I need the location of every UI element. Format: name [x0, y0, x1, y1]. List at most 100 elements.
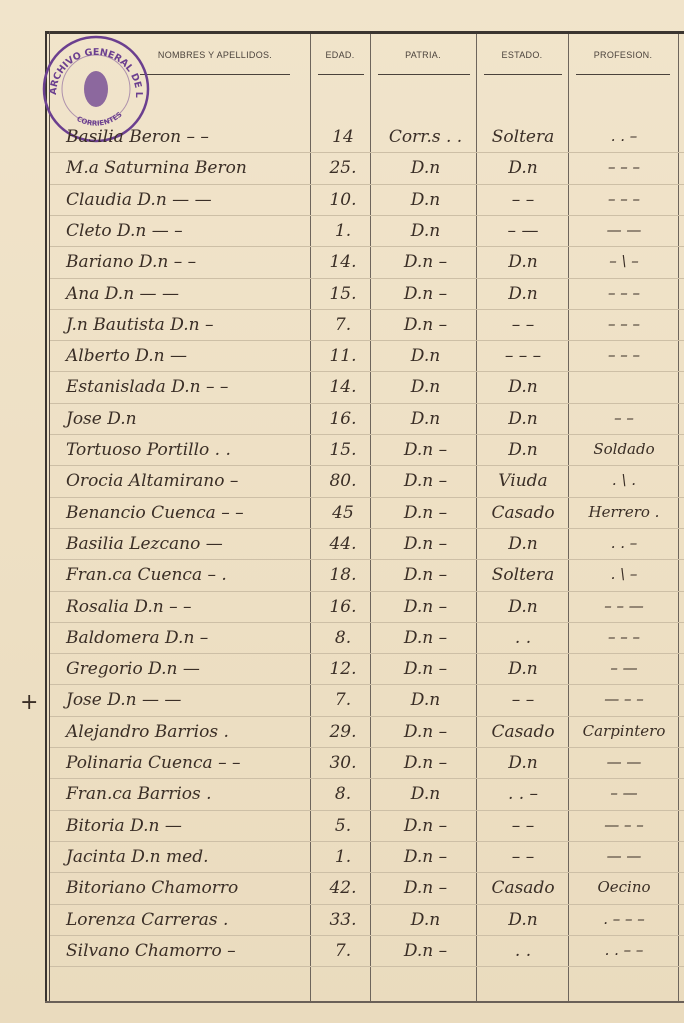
table-row: M.a Saturnina Beron 25. D.n D.n – – –	[0, 154, 684, 184]
row-rule	[50, 934, 684, 936]
table-row: Cleto D.n — – 1. D.n – — — —	[0, 217, 684, 247]
table-row: Gregorio D.n — 12. D.n – D.n – —	[0, 655, 684, 685]
estado-cell: D.n	[508, 659, 538, 680]
name-cell: Alejandro Barrios .	[66, 721, 229, 742]
age-cell: 15.	[329, 440, 357, 460]
name-cell: Basilia Lezcano —	[66, 533, 223, 554]
estado-cell: Soltera	[491, 565, 555, 586]
age-cell: 7.	[334, 690, 352, 711]
profesion-cell: — —	[606, 846, 642, 865]
profesion-cell: – – –	[607, 627, 641, 646]
archive-stamp: ARCHIVO GENERAL DE LA PROVINCIA CORRIENT…	[40, 33, 150, 143]
age-cell: 14.	[329, 252, 357, 273]
age-cell: 30.	[329, 753, 357, 773]
name-cell: Tortuoso Portillo . .	[66, 440, 231, 460]
estado-cell: D.n	[508, 533, 538, 554]
row-rule	[50, 340, 684, 342]
name-cell: M.a Saturnina Beron	[66, 158, 247, 179]
row-rule	[50, 246, 684, 248]
patria-cell: D.n –	[403, 440, 448, 460]
estado-cell: – –	[511, 690, 535, 711]
patria-cell: D.n	[410, 690, 441, 711]
age-cell: 44.	[329, 533, 357, 554]
profesion-cell: – –	[614, 408, 634, 427]
row-rule	[50, 371, 684, 373]
profesion-cell: – —	[610, 784, 638, 803]
table-row: Baldomera D.n – 8. D.n – . . – – –	[0, 624, 684, 654]
top-border	[47, 31, 684, 34]
header-estado: ESTADO.	[501, 50, 543, 60]
profesion-cell: – – –	[607, 283, 641, 302]
patria-cell: D.n –	[403, 533, 448, 554]
column-divider	[310, 34, 311, 1001]
estado-cell: . .	[514, 940, 532, 961]
patria-cell: D.n –	[403, 596, 448, 617]
patria-cell: D.n	[410, 408, 441, 429]
estado-cell: – –	[511, 189, 535, 210]
row-rule	[50, 621, 684, 623]
name-cell: Claudia D.n — —	[66, 189, 212, 210]
estado-cell: D.n	[508, 440, 538, 460]
header-profesion: PROFESION.	[593, 50, 653, 60]
table-row: Jose D.n — — 7. D.n – – — – –	[0, 686, 684, 716]
table-row: Fran.ca Barrios . 8. D.n . . – – —	[0, 780, 684, 810]
table-row: Rosalia D.n – – 16. D.n – D.n – – —	[0, 593, 684, 623]
table-row: J.n Bautista D.n – 7. D.n – – – – – –	[0, 311, 684, 341]
estado-cell: – –	[511, 314, 535, 335]
name-cell: Benancio Cuenca – –	[66, 502, 244, 523]
age-cell: 1.	[334, 220, 352, 241]
table-row: Tortuoso Portillo . . 15. D.n – D.n Soldado	[0, 436, 684, 466]
row-rule	[50, 840, 684, 842]
profesion-cell: – – –	[607, 158, 641, 177]
table-row: Bitoriano Chamorro 42. D.n – Casado Oecino	[0, 874, 684, 904]
patria-cell: D.n	[410, 377, 441, 398]
estado-cell: D.n	[508, 283, 538, 304]
profesion-cell: – – —	[604, 596, 644, 615]
estado-cell: . . –	[507, 784, 539, 805]
row-rule	[50, 903, 684, 905]
column-divider	[476, 34, 477, 1001]
patria-cell: D.n –	[403, 659, 448, 680]
estado-cell: D.n	[508, 753, 538, 773]
patria-cell: D.n –	[403, 565, 448, 586]
row-rule	[50, 465, 684, 467]
age-cell: 33.	[329, 909, 357, 930]
row-rule	[50, 966, 684, 968]
estado-cell: Soltera	[491, 127, 555, 147]
profesion-cell: . \ –	[610, 565, 638, 584]
row-rule	[50, 152, 684, 154]
patria-cell: D.n –	[403, 878, 448, 899]
row-rule	[50, 434, 684, 435]
column-divider	[568, 34, 569, 1001]
name-cell: Silvano Chamorro –	[66, 940, 236, 961]
patria-cell: D.n –	[403, 314, 448, 335]
estado-cell: Casado	[491, 502, 555, 523]
profesion-cell: — – –	[604, 690, 644, 709]
profesion-cell: – – –	[607, 189, 641, 208]
table-row: Jose D.n 16. D.n D.n – –	[0, 405, 684, 435]
patria-cell: D.n –	[403, 627, 448, 648]
header-underline	[378, 74, 470, 75]
age-cell: 14	[332, 127, 354, 147]
estado-cell: Casado	[491, 878, 555, 899]
coat-of-arms-icon	[84, 71, 108, 107]
row-rule	[50, 590, 684, 592]
age-cell: 8.	[334, 784, 352, 805]
row-rule	[50, 277, 684, 279]
profesion-cell: – – –	[607, 346, 641, 365]
left-border-inner	[49, 31, 50, 1001]
header-names: NOMBRES Y APELLIDOS.	[157, 50, 273, 60]
patria-cell: D.n –	[403, 721, 448, 742]
profesion-cell: . \ .	[611, 471, 637, 490]
header-underline	[576, 74, 670, 75]
table-row: Benancio Cuenca – – 45 D.n – Casado Herrero …	[0, 499, 684, 529]
header-age: EDAD.	[325, 50, 355, 60]
table-row: Estanislada D.n – – 14. D.n D.n	[0, 373, 684, 403]
table-row: Polinaria Cuenca – – 30. D.n – D.n — —	[0, 749, 684, 779]
patria-cell: D.n –	[403, 252, 448, 273]
table-row: Basilia Lezcano — 44. D.n – D.n . . –	[0, 530, 684, 560]
age-cell: 7.	[334, 940, 352, 961]
patria-cell: D.n –	[403, 283, 448, 304]
bottom-border	[45, 1001, 684, 1003]
estado-cell: – –	[511, 815, 535, 836]
